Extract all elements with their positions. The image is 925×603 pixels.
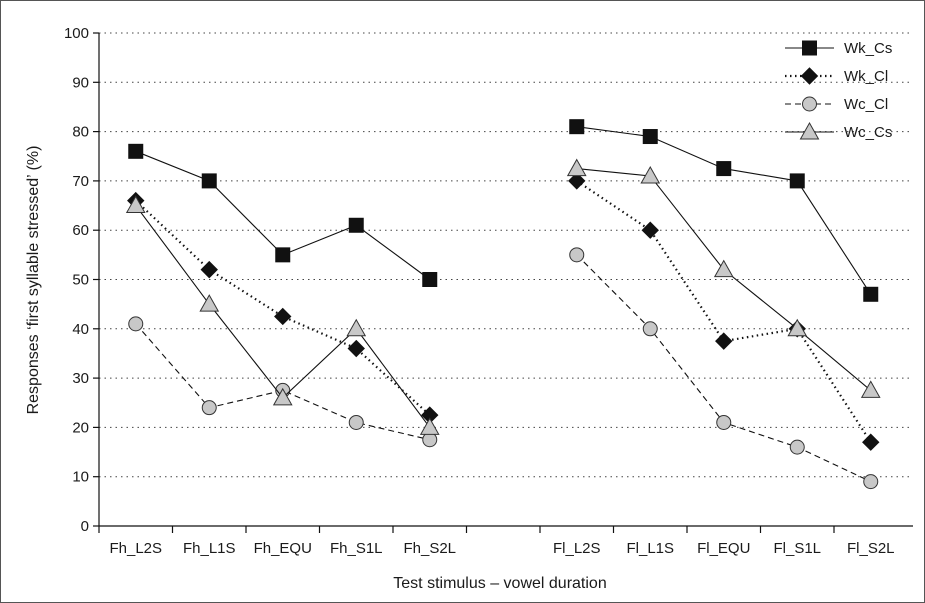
data-point <box>716 161 732 177</box>
y-axis-title: Responses ‘first syllable stressed’ (%) <box>25 146 42 415</box>
data-point <box>128 316 144 332</box>
y-tick-label: 0 <box>81 518 89 535</box>
x-tick-label: Fh_S1L <box>330 540 383 557</box>
x-tick-label: Fl_EQU <box>697 540 750 557</box>
data-point <box>566 158 587 177</box>
legend-label: Wc_Cs <box>844 124 892 141</box>
legend-marker <box>802 96 817 112</box>
y-tick-label: 80 <box>72 124 89 141</box>
data-point <box>862 433 880 451</box>
data-point <box>789 439 805 455</box>
legend-marker <box>802 40 817 56</box>
data-point <box>348 217 364 233</box>
y-tick-label: 20 <box>72 419 89 436</box>
legend-marker <box>799 121 820 140</box>
y-tick-label: 30 <box>72 370 89 387</box>
data-point <box>199 294 220 312</box>
data-point <box>201 400 217 416</box>
data-point <box>860 380 881 398</box>
x-tick-label: Fl_S2L <box>847 540 895 557</box>
legend-label: Wk_Cs <box>844 40 892 57</box>
legend: Wk_Cs Wk_Cl Wc_Cl Wc_Cs <box>785 40 892 141</box>
x-tick-label: Fl_S1L <box>773 540 821 557</box>
legend-label: Wk_Cl <box>844 68 888 85</box>
data-point <box>569 119 585 135</box>
y-tick-label: 50 <box>72 272 89 289</box>
series-line <box>135 323 430 441</box>
y-tick-label: 60 <box>72 222 89 239</box>
data-point <box>200 260 218 279</box>
series-wc-cs <box>125 158 881 435</box>
data-point <box>642 321 658 337</box>
data-point <box>347 339 365 358</box>
y-tick-label: 70 <box>72 173 89 190</box>
y-tick-label: 100 <box>64 25 89 42</box>
x-tick-label: Fh_L1S <box>183 540 236 557</box>
data-point <box>128 143 144 159</box>
x-axis-title: Test stimulus – vowel duration <box>393 575 606 592</box>
data-point <box>569 247 585 263</box>
legend-marker <box>800 67 819 85</box>
x-tick-label: Fh_EQU <box>254 540 312 557</box>
y-axis-ticks: 0 10 20 30 40 50 60 70 80 90 100 <box>64 25 99 535</box>
data-point <box>201 173 217 189</box>
data-point <box>863 286 879 302</box>
x-tick-label: Fl_L2S <box>553 540 601 557</box>
data-point <box>641 221 659 239</box>
data-point <box>787 318 808 337</box>
data-point <box>642 129 658 145</box>
data-point <box>275 247 291 263</box>
data-point <box>716 414 732 430</box>
data-point <box>863 474 879 490</box>
data-point <box>272 387 293 406</box>
series-wc-cl <box>128 247 879 490</box>
data-point <box>715 332 733 350</box>
data-point <box>789 173 805 189</box>
x-axis-ticks: Fh_L2S Fh_L1S Fh_EQU Fh_S1L Fh_S2L Fl_L2S Fl_L… <box>98 526 895 557</box>
series-line <box>576 179 872 443</box>
legend-label: Wc_Cl <box>844 96 888 113</box>
x-tick-label: Fh_S2L <box>403 540 456 557</box>
data-point <box>568 172 586 190</box>
y-tick-label: 10 <box>72 469 89 486</box>
data-point <box>713 259 734 278</box>
data-point <box>125 195 146 214</box>
y-tick-label: 90 <box>72 74 89 91</box>
series-layer <box>125 119 881 490</box>
grid-lines <box>99 32 913 478</box>
y-tick-label: 40 <box>72 321 89 338</box>
data-point <box>640 165 661 184</box>
data-point <box>422 272 438 287</box>
data-point <box>346 318 367 337</box>
series-wk-cs <box>128 119 879 302</box>
series-line <box>134 199 431 416</box>
data-point <box>274 307 292 326</box>
data-point <box>348 414 364 430</box>
x-tick-label: Fh_L2S <box>109 540 162 557</box>
data-point <box>419 417 440 435</box>
x-tick-label: Fl_L1S <box>626 540 674 557</box>
